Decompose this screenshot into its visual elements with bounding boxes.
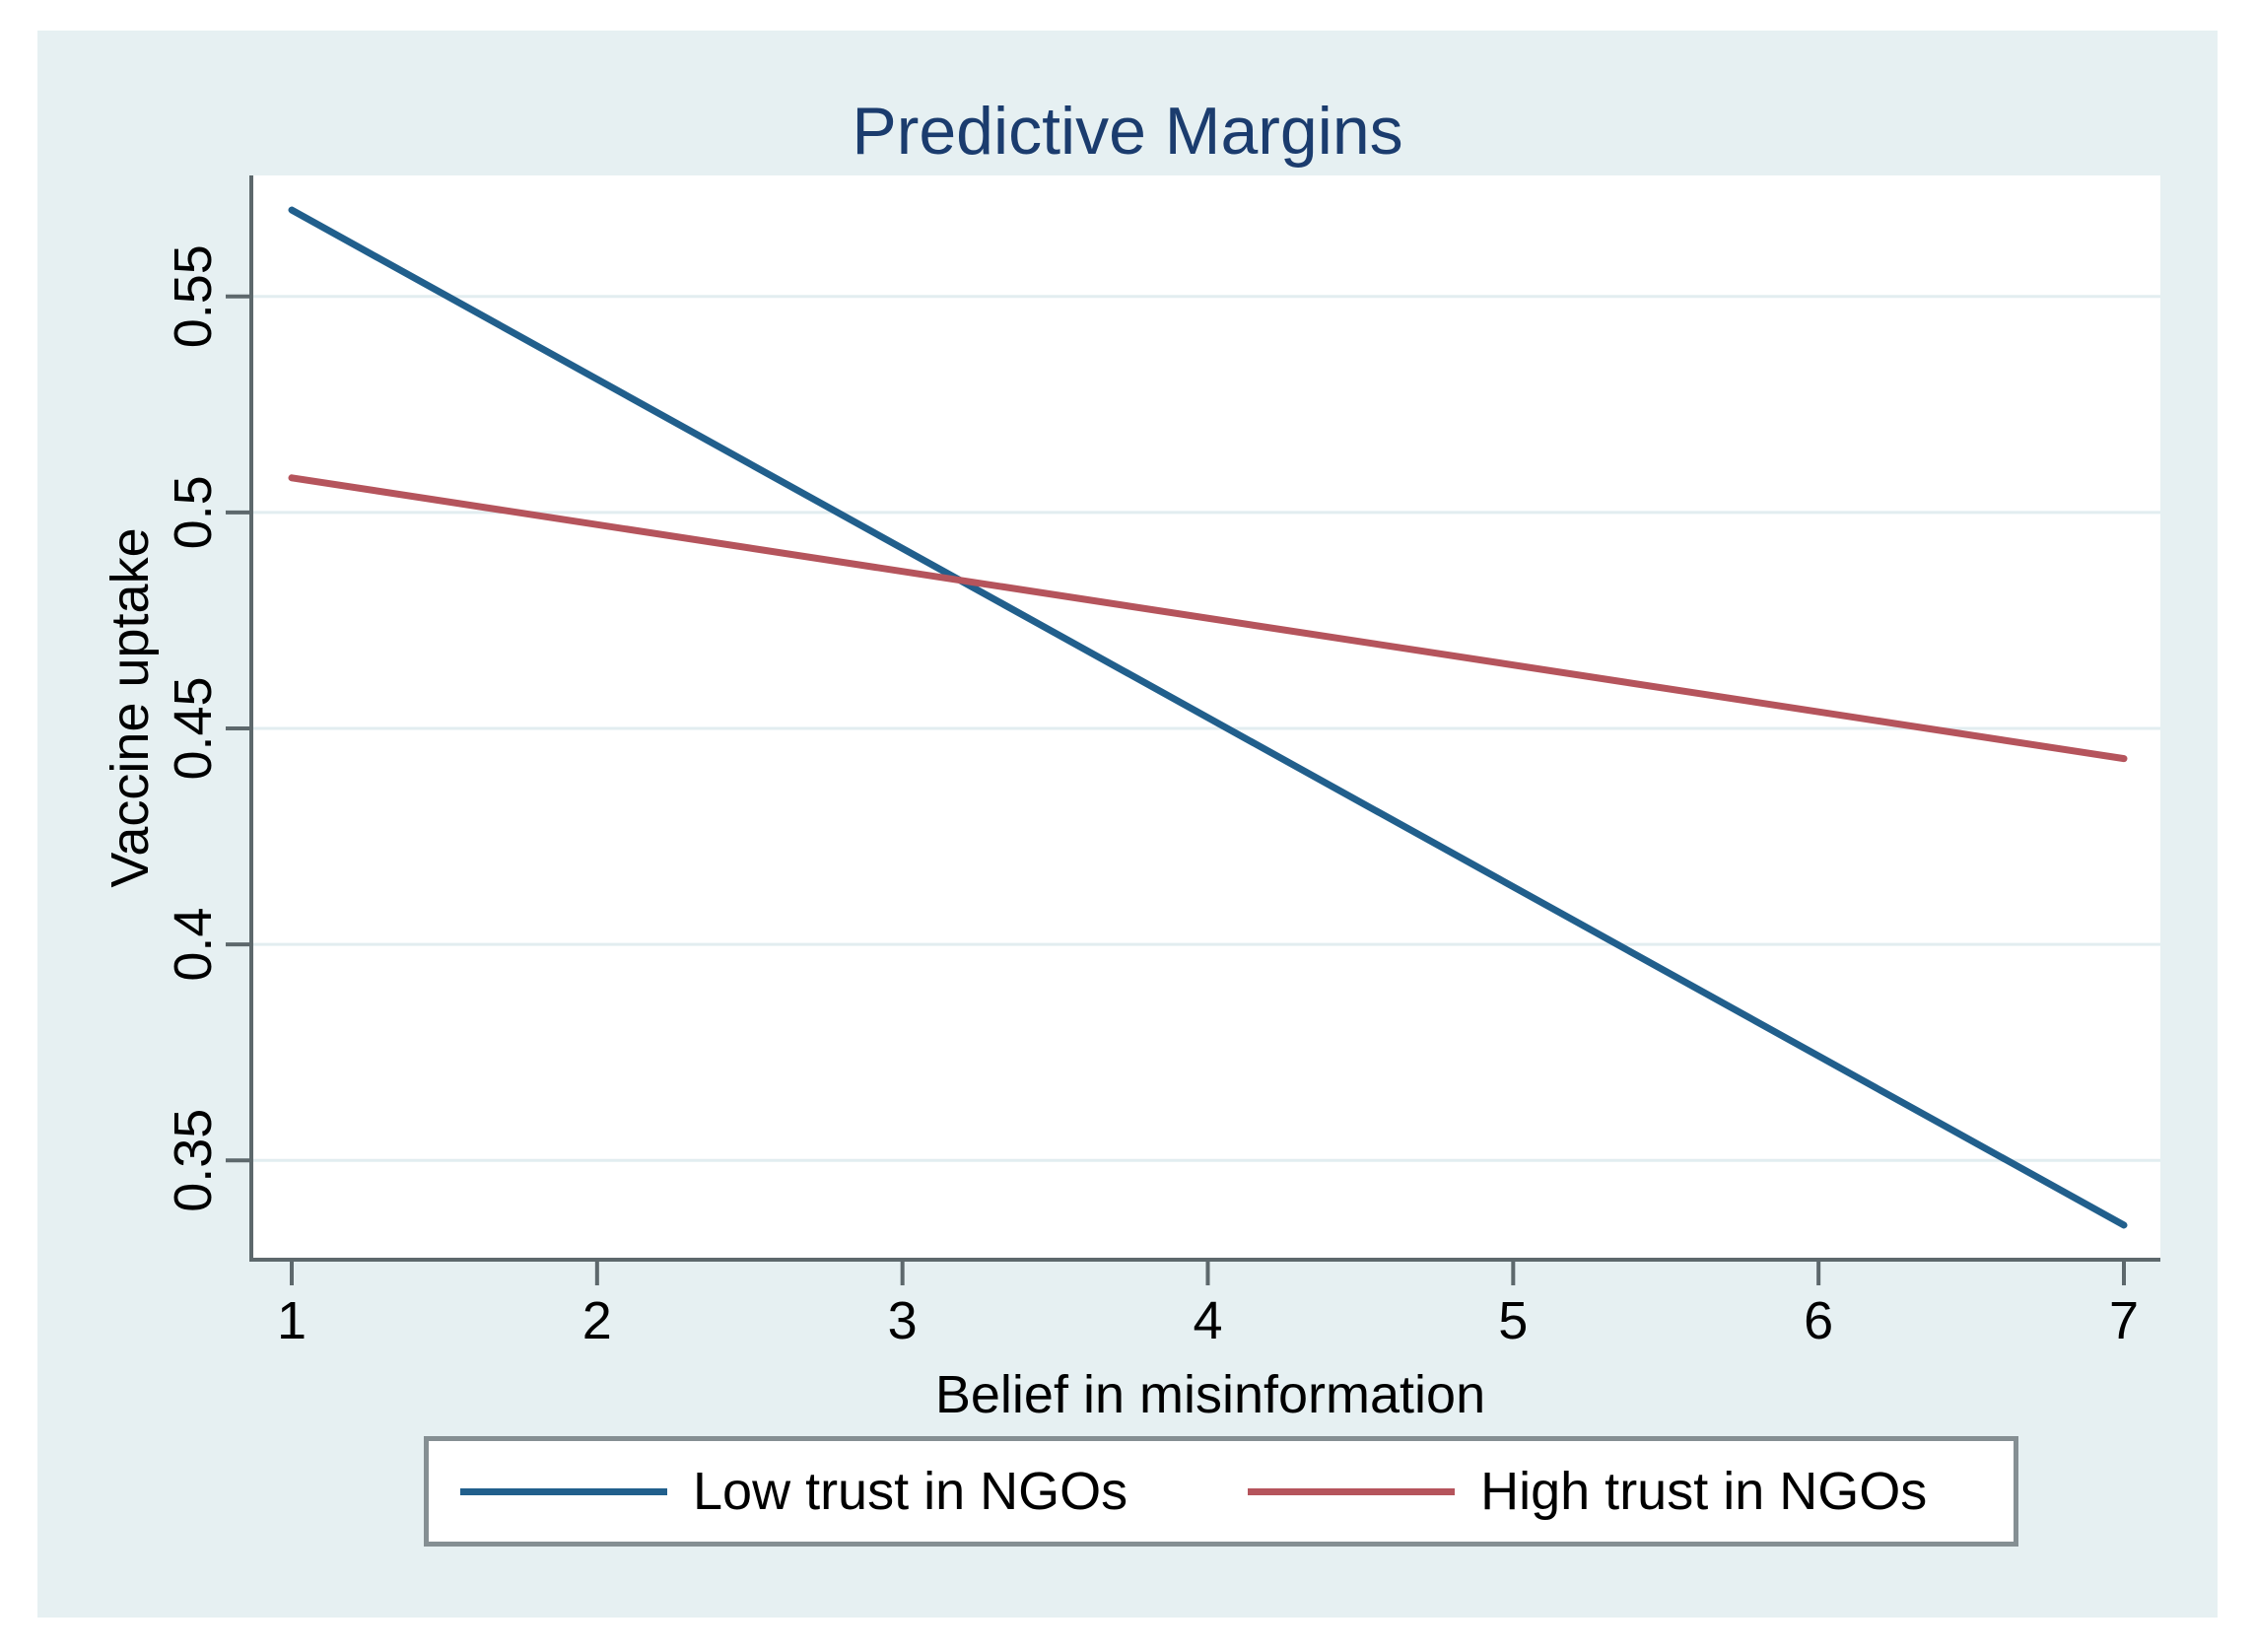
y-tick-label: 0.5 — [164, 475, 223, 549]
series-line-1 — [288, 474, 2128, 763]
y-tick-label: 0.45 — [164, 676, 223, 780]
legend-item-0: Low trust in NGOs — [460, 1461, 1127, 1522]
x-tick-label: 4 — [1193, 1291, 1222, 1350]
legend-item-1: High trust in NGOs — [1248, 1461, 1927, 1522]
legend-label: High trust in NGOs — [1480, 1462, 1928, 1521]
x-tick-label: 5 — [1498, 1291, 1528, 1350]
x-tick-label: 6 — [1804, 1291, 1833, 1350]
legend-line-swatch — [460, 1487, 667, 1495]
x-tick-label: 2 — [582, 1291, 612, 1350]
y-tick-label: 0.55 — [164, 244, 223, 348]
x-axis-label: Belief in misinformation — [934, 1365, 1486, 1424]
x-tick-label: 7 — [2109, 1291, 2139, 1350]
legend-line-swatch — [1248, 1487, 1456, 1495]
legend-label: Low trust in NGOs — [693, 1462, 1128, 1521]
chart-title: Predictive Margins — [852, 94, 1403, 169]
x-tick-label: 1 — [277, 1291, 307, 1350]
y-tick-label: 0.4 — [164, 908, 223, 982]
series-line-0 — [288, 206, 2128, 1229]
x-tick-label: 3 — [888, 1291, 918, 1350]
legend: Low trust in NGOs High trust in NGOs — [424, 1436, 2018, 1547]
y-axis-label: Vaccine uptake — [101, 527, 160, 888]
y-tick-label: 0.35 — [164, 1109, 223, 1212]
